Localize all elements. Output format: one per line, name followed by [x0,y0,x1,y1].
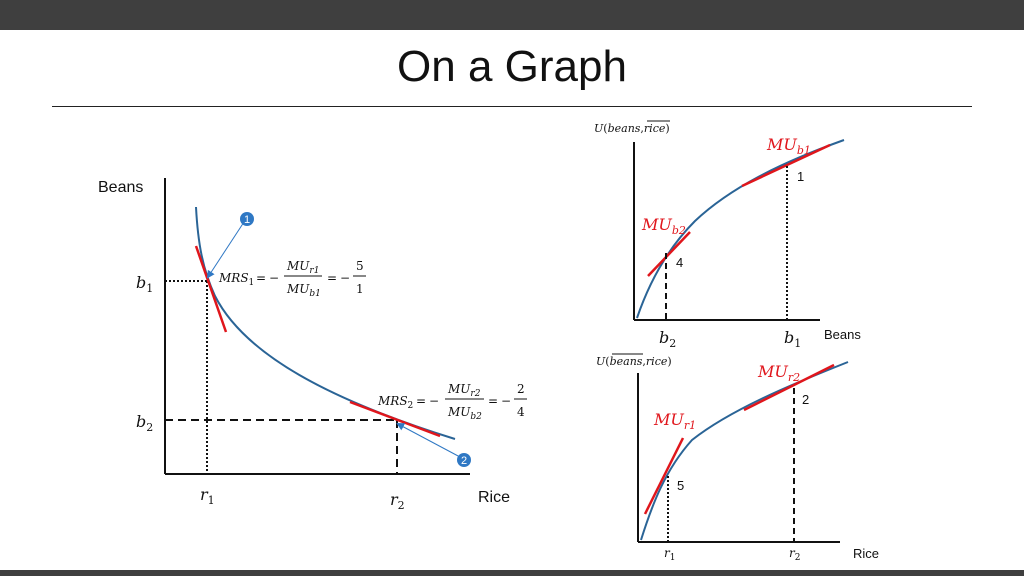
bottom-bar [0,570,1024,576]
svg-text:=: = [488,394,498,408]
tick-b1: b1 [136,273,153,295]
tick-r2: r2 [390,490,405,512]
svg-text:5: 5 [356,259,364,273]
rice-tick-r2: r2 [789,546,800,563]
main-x-axis-label: Rice [478,489,510,506]
mrs1-formula: MRS1 = − MUr1 MUb1 = − 5 1 [218,259,366,299]
svg-text:−: − [269,271,279,285]
rice-utility-curve [640,361,849,541]
rice-tick-r1: r1 [664,546,675,563]
rice-slope-5: 5 [677,478,684,493]
beans-utility-graph: U(beans,rice) MUb1 MUb2 1 4 b2 b1 Beans [594,120,861,350]
top-bar [0,0,1024,30]
rice-utility-graph: U(beans,rice) MUr2 MUr1 2 5 r1 r2 Rice [596,353,879,563]
beans-graph-x-label: Beans [824,327,861,342]
svg-text:=: = [327,271,337,285]
beans-mu-b1-label: MUb1 [766,135,811,157]
svg-text:=: = [416,394,426,408]
svg-text:MUr2: MUr2 [447,382,481,399]
main-graph: Beans Rice 1 2 b1 b2 r1 r2 MRS1 = − MUr1… [98,178,527,512]
badge2-label: 2 [461,455,467,467]
beans-slope-4: 4 [676,255,683,270]
rice-mu-r2-label: MUr2 [757,362,800,384]
svg-text:MRS1: MRS1 [218,271,254,288]
svg-text:MRS2: MRS2 [377,394,413,411]
rice-slope-2: 2 [802,392,809,407]
beans-mu-b2-label: MUb2 [641,215,686,237]
tangent-line-mrs1 [194,245,228,333]
badge1-pointer [206,221,245,279]
beans-tick-b1: b1 [784,328,801,350]
badge2-pointer [396,423,461,458]
beans-tangent-mub2 [647,231,691,277]
rice-tangent-mur1 [643,437,685,515]
mrs2-formula: MRS2 = − MUr2 MUb2 = − 2 4 [377,382,527,422]
rice-graph-title: U(beans,rice) [596,355,672,368]
title-divider [52,106,972,107]
rice-graph-x-label: Rice [853,546,879,561]
rice-tangent-mur2 [743,363,835,412]
slide-title: On a Graph [397,42,627,91]
svg-text:−: − [340,271,350,285]
svg-text:−: − [501,394,511,408]
main-y-axis-label: Beans [98,179,143,196]
svg-text:MUb2: MUb2 [447,405,482,422]
beans-slope-1: 1 [797,169,804,184]
svg-text:1: 1 [356,282,364,296]
tick-b2: b2 [136,412,153,434]
badge2-circle [457,453,471,467]
rice-mu-r1-label: MUr1 [653,410,696,432]
beans-tangent-mub1 [741,143,831,188]
badge1-circle [240,212,254,226]
svg-text:=: = [256,271,266,285]
svg-text:2: 2 [517,382,525,396]
svg-text:MUb1: MUb1 [286,282,321,299]
badge1-label: 1 [244,214,250,226]
svg-text:4: 4 [517,405,525,419]
beans-tick-b2: b2 [659,328,676,350]
beans-utility-curve [636,139,845,319]
svg-text:MUr1: MUr1 [286,259,319,276]
tick-r1: r1 [200,485,215,507]
tangent-line-mrs2 [349,400,441,438]
beans-graph-title: U(beans,rice) [594,122,670,135]
svg-text:−: − [429,394,439,408]
